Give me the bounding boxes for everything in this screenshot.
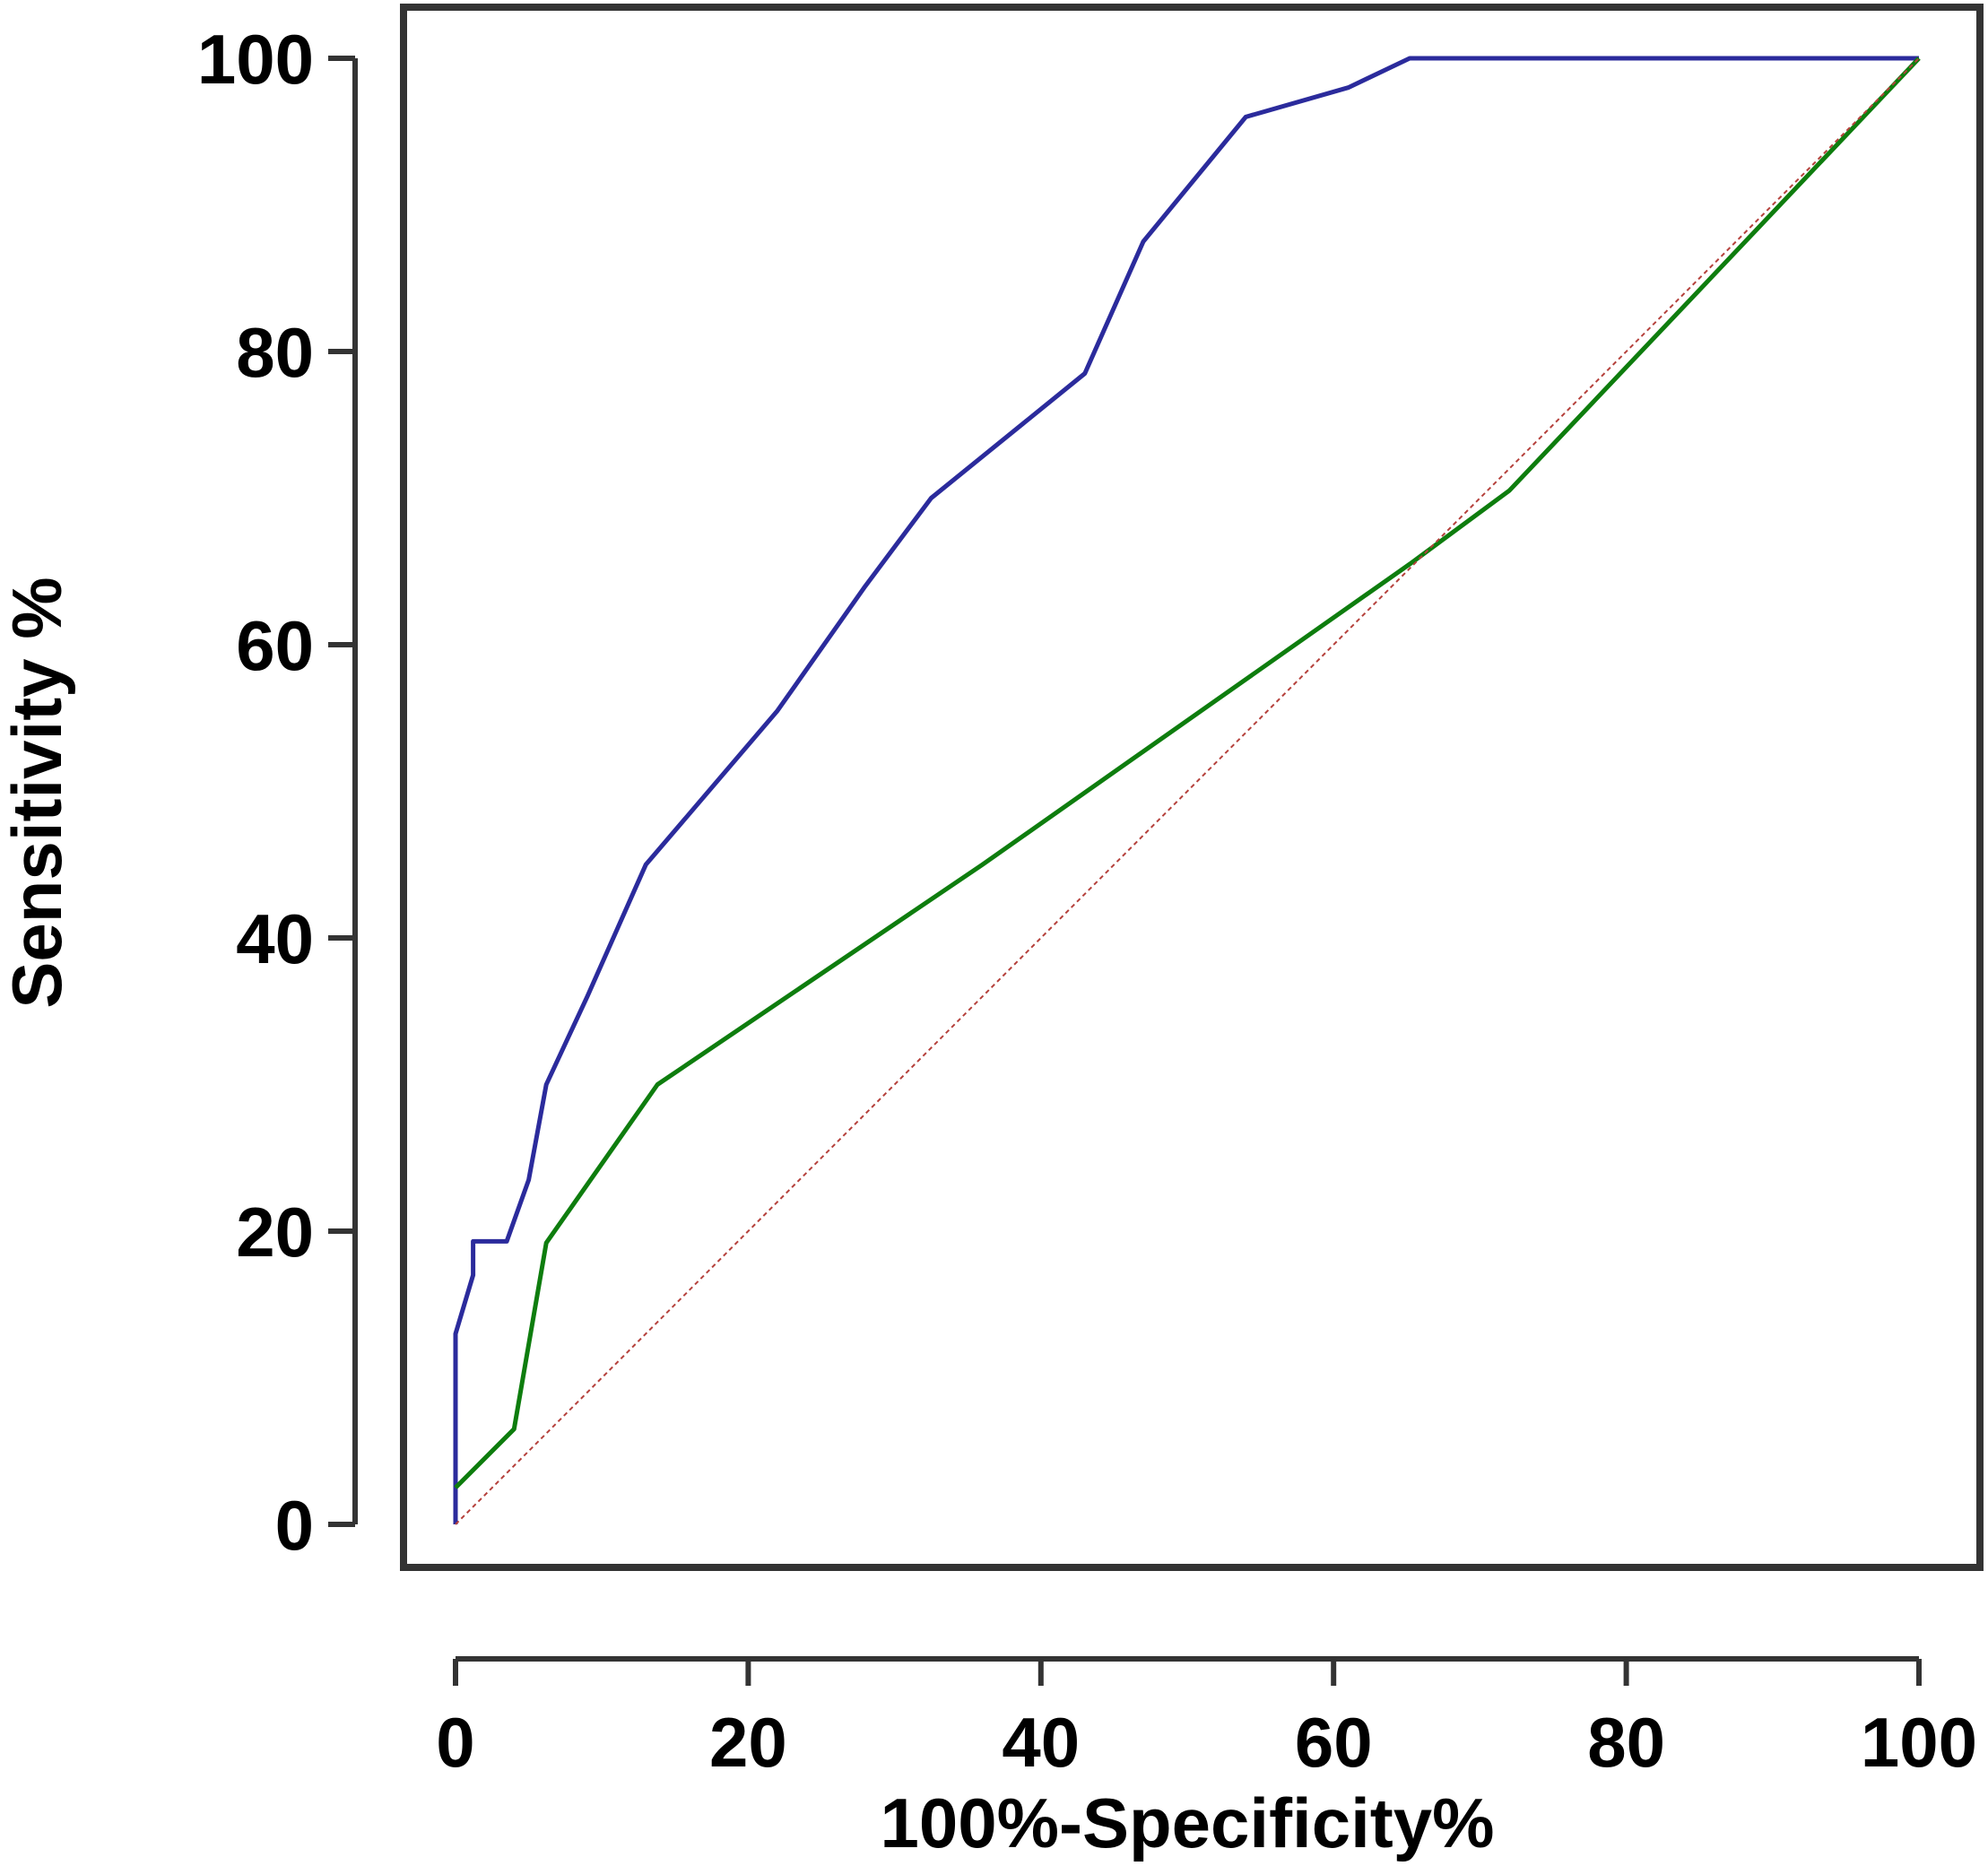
x-ticks: 0 20 40 60 80 100 — [436, 1659, 1977, 1782]
x-tick-label: 0 — [436, 1703, 474, 1782]
x-tick-label: 20 — [709, 1703, 787, 1782]
x-tick-label: 100 — [1861, 1703, 1977, 1782]
y-tick-label: 20 — [236, 1193, 314, 1271]
y-tick-label: 0 — [275, 1486, 314, 1565]
roc-curve-2 — [454, 56, 1921, 1489]
y-tick-label: 40 — [236, 899, 314, 978]
y-tick-label: 80 — [236, 313, 314, 392]
series-group — [453, 56, 1921, 1525]
y-tick-label: 100 — [197, 20, 314, 99]
x-tick-label: 80 — [1587, 1703, 1665, 1782]
roc-curve-1 — [453, 56, 1919, 1524]
x-tick-label: 60 — [1295, 1703, 1373, 1782]
x-axis-title: 100%-Specificity% — [881, 1784, 1495, 1862]
y-axis-title: Sensitivity % — [0, 577, 76, 1008]
reference-diagonal-line — [455, 57, 1920, 1525]
plot-frame — [400, 4, 1984, 1571]
y-tick-label: 60 — [236, 606, 314, 685]
x-tick-label: 40 — [1002, 1703, 1080, 1782]
y-ticks: 0 20 40 60 80 100 — [197, 20, 355, 1565]
